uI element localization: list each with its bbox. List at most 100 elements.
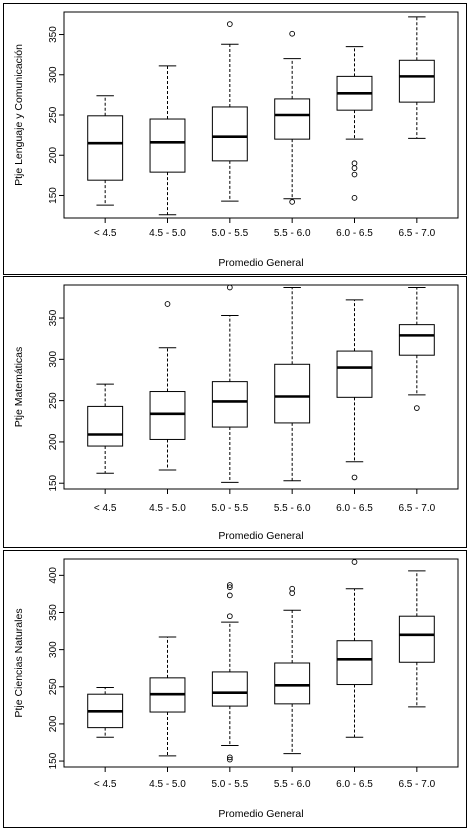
box-5 (398, 16, 435, 139)
x-tick-label: < 4.5 (94, 779, 117, 790)
box-0 (87, 383, 124, 474)
y-tick-label: 200 (48, 146, 59, 163)
x-tick-label: 6.0 - 6.5 (336, 779, 373, 790)
iqr-box (336, 350, 373, 398)
iqr-box (336, 640, 373, 686)
outlier-point (289, 199, 296, 205)
boxplot-matematicas: 150 200 250 300 350 < 4.5 4.5 - 5.0 5.0 - 5.5 5.… (13, 284, 459, 542)
outlier-point (226, 284, 233, 291)
x-tick-label: 5.5 - 6.0 (274, 779, 311, 790)
iqr-box (211, 671, 248, 707)
outlier-point (351, 195, 358, 201)
y-tick-label: 300 (48, 351, 59, 368)
x-tick-label: 6.0 - 6.5 (336, 228, 373, 239)
box-0 (87, 687, 124, 738)
x-tick-label: 5.5 - 6.0 (274, 503, 311, 514)
outlier-point (413, 405, 420, 411)
outlier-point (164, 301, 171, 307)
y-tick-label: 250 (48, 106, 59, 123)
outlier-point (226, 584, 233, 591)
iqr-box (398, 615, 435, 663)
y-axis-title: Ptje Lenguaje y Comunicación (13, 44, 25, 186)
y-tick-label: 150 (48, 187, 59, 204)
outlier-point (351, 160, 358, 167)
x-tick-label: 5.0 - 5.5 (211, 228, 248, 239)
iqr-box (149, 118, 186, 173)
x-tick-label: 5.0 - 5.5 (211, 779, 248, 790)
outlier-point (289, 30, 296, 37)
x-tick-label: 4.5 - 5.0 (149, 779, 186, 790)
box-3 (274, 286, 311, 482)
x-tick-label: 4.5 - 5.0 (149, 228, 186, 239)
iqr-box (87, 405, 124, 447)
y-tick-label: 300 (48, 641, 59, 658)
panel-matematicas: 150 200 250 300 350 < 4.5 4.5 - 5.0 5.0 - 5.5 5.… (3, 276, 467, 548)
iqr-box (211, 381, 248, 428)
y-tick-label: 150 (48, 474, 59, 491)
y-tick-label: 300 (48, 66, 59, 83)
outlier-point (226, 754, 233, 761)
x-axis-title: Promedio General (218, 257, 303, 269)
outlier-point (351, 171, 358, 178)
box-3 (274, 30, 311, 205)
x-tick-label: 6.5 - 7.0 (398, 779, 435, 790)
box-5 (398, 286, 435, 411)
iqr-box (149, 391, 186, 440)
x-tick-label: 4.5 - 5.0 (149, 503, 186, 514)
box-3 (274, 585, 311, 755)
y-tick-label: 200 (48, 433, 59, 450)
outlier-point (289, 590, 296, 597)
panel-ciencias: 150 200 250 300 350 400 < 4.5 4.5 - 5.0 5.0 - 5.… (3, 550, 467, 828)
outlier-point (226, 613, 233, 620)
box-5 (398, 570, 435, 708)
y-tick-label: 250 (48, 392, 59, 409)
box-1 (149, 636, 186, 757)
x-tick-label: < 4.5 (94, 503, 117, 514)
x-tick-label: 5.0 - 5.5 (211, 503, 248, 514)
y-tick-label: 350 (48, 604, 59, 621)
y-tick-label: 150 (48, 752, 59, 769)
box-2 (211, 284, 248, 483)
box-0 (87, 95, 124, 206)
x-axis-title: Promedio General (218, 808, 303, 820)
y-tick-label: 250 (48, 678, 59, 695)
outlier-point (351, 474, 358, 481)
iqr-box (87, 115, 124, 181)
iqr-box (398, 59, 435, 103)
x-axis-title: Promedio General (218, 530, 303, 542)
panel-lenguaje: 150 200 250 300 350 < 4.5 4.5 - 5.0 5.0 - 5.5 5.… (3, 3, 467, 275)
iqr-box (274, 363, 311, 424)
outlier-point (226, 582, 233, 588)
box-1 (149, 65, 186, 216)
x-tick-label: 6.5 - 7.0 (398, 503, 435, 514)
plot-frame (63, 558, 459, 768)
outlier-point (351, 165, 358, 171)
outlier-point (351, 559, 358, 565)
y-tick-label: 350 (48, 309, 59, 326)
x-tick-label: 5.5 - 6.0 (274, 228, 311, 239)
boxplot-lenguaje: 150 200 250 300 350 < 4.5 4.5 - 5.0 5.0 - 5.5 5.… (13, 11, 459, 269)
box-2 (211, 21, 248, 202)
outlier-point (226, 21, 233, 27)
outlier-point (226, 592, 233, 599)
outlier-point (226, 756, 233, 763)
plot-frame (63, 284, 459, 490)
y-tick-label: 200 (48, 715, 59, 732)
x-tick-label: 6.0 - 6.5 (336, 503, 373, 514)
box-4 (336, 46, 373, 201)
boxplot-ciencias: 150 200 250 300 350 400 < 4.5 4.5 - 5.0 5.0 - 5.… (13, 558, 459, 820)
box-4 (336, 299, 373, 481)
plot-frame (63, 11, 459, 219)
y-tick-label: 400 (48, 567, 59, 584)
x-tick-label: < 4.5 (94, 228, 117, 239)
iqr-box (398, 324, 435, 356)
y-tick-label: 350 (48, 26, 59, 43)
box-2 (211, 582, 248, 763)
y-axis-title: Ptje Matemáticas (13, 347, 25, 428)
box-4 (336, 559, 373, 738)
y-axis-title: Ptje Ciencias Naturales (13, 608, 25, 717)
iqr-box (274, 98, 311, 140)
iqr-box (211, 106, 248, 162)
box-1 (149, 301, 186, 471)
iqr-box (274, 662, 311, 705)
